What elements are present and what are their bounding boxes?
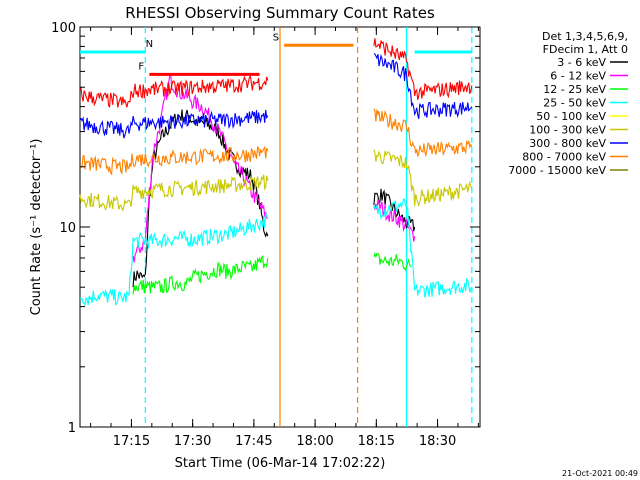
series-1	[132, 73, 416, 263]
y-tick-label-2: 100	[51, 21, 76, 36]
annotation-label-1: F	[138, 61, 144, 72]
series-9	[79, 38, 473, 109]
series-line-3-1	[373, 198, 473, 298]
y-axis-label: Count Rate (s⁻¹ detector⁻¹)	[29, 139, 44, 316]
series-7	[79, 108, 473, 176]
chart-title: RHESSI Observing Summary Count Rates	[125, 4, 435, 22]
x-tick-label-1: 17:30	[174, 434, 211, 449]
legend-label-5: 100 - 300 keV	[529, 124, 606, 137]
legend-header-0: Det 1,3,4,5,6,9,	[542, 30, 628, 43]
annotation-label-0: N	[146, 39, 153, 50]
series-line-7-0	[79, 145, 269, 176]
x-tick-label-3: 18:00	[296, 434, 333, 449]
series-2	[132, 251, 412, 295]
series-line-3-0	[79, 213, 269, 307]
series-line-9-0	[79, 74, 269, 109]
legend-label-6: 300 - 800 keV	[529, 137, 606, 150]
legend-label-0: 3 - 6 keV	[557, 56, 606, 69]
series-0	[132, 109, 416, 288]
series-line-6-1	[373, 53, 473, 120]
series-line-5-0	[79, 174, 269, 212]
legend-header-1: FDecim 1, Att 0	[543, 43, 628, 56]
legend-label-8: 7000 - 15000 keV	[508, 164, 606, 177]
x-axis-label: Start Time (06-Mar-14 17:02:22)	[175, 456, 386, 471]
x-tick-label-5: 18:30	[419, 434, 456, 449]
legend-label-7: 800 - 7000 keV	[522, 151, 606, 164]
series-line-1-1	[373, 198, 416, 242]
series-3	[79, 198, 473, 307]
footer-date: 21-Oct-2021 00:49	[562, 469, 638, 478]
series-line-2-1	[373, 251, 412, 272]
series-line-6-0	[79, 110, 269, 139]
y-tick-label-1: 10	[59, 221, 76, 236]
legend-label-3: 25 - 50 keV	[543, 97, 606, 110]
series-line-2-0	[132, 254, 269, 295]
series-5	[79, 149, 473, 212]
series-6	[79, 53, 473, 139]
legend-label-4: 50 - 100 keV	[536, 110, 606, 123]
series-line-0-0	[132, 109, 269, 288]
series-line-7-1	[373, 108, 473, 158]
annotation-label-2: S	[273, 32, 279, 43]
x-tick-label-4: 18:15	[358, 434, 395, 449]
series-line-9-1	[373, 38, 473, 101]
series-line-5-1	[373, 149, 473, 207]
y-tick-label-0: 1	[68, 421, 76, 436]
legend-label-2: 12 - 25 keV	[543, 83, 606, 96]
x-tick-label-0: 17:15	[113, 434, 150, 449]
x-tick-label-2: 17:45	[235, 434, 272, 449]
legend-label-1: 6 - 12 keV	[550, 70, 606, 83]
